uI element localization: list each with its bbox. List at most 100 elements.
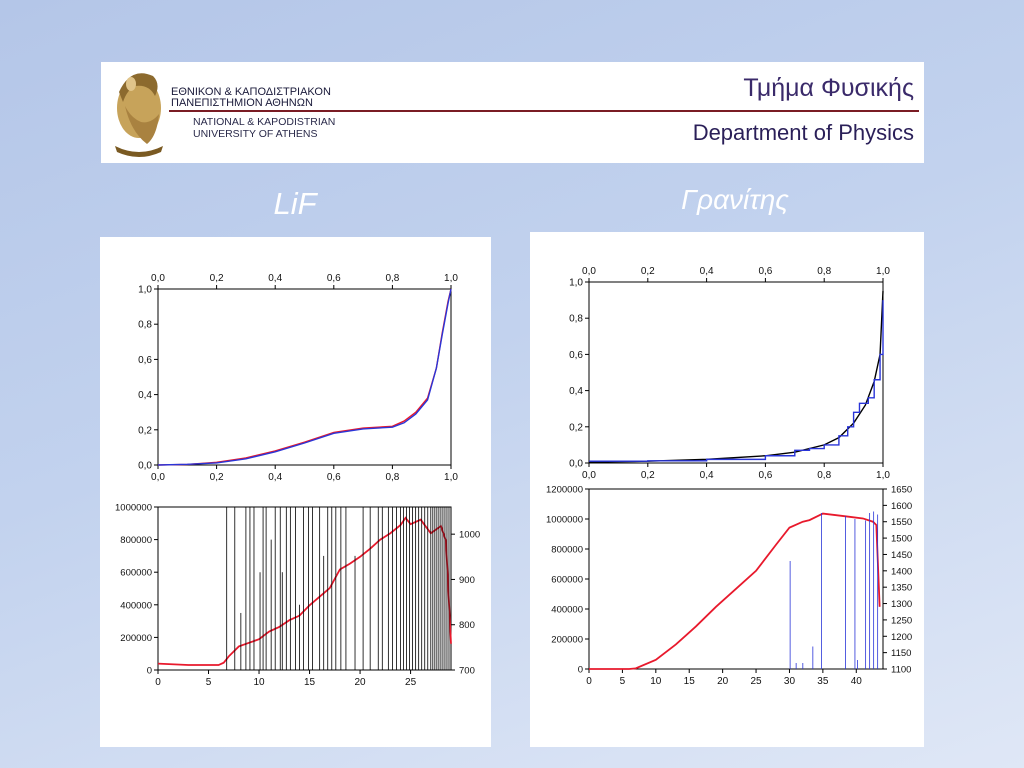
y-tick-label: 1000000 [115, 503, 152, 514]
x-top-tick-label: 0,2 [641, 266, 655, 277]
x-tick-label: 0 [155, 677, 161, 688]
lif-chart-panel: 0,0 0,0 0,2 0,2 0,4 0,4 0,6 0,6 0,8 0,8 1,0 1,0 0,0 0… [100, 237, 491, 747]
lif-panel-title: LiF [273, 186, 317, 221]
x-tick-label: 1,0 [444, 472, 458, 483]
y2-tick-label: 800 [459, 620, 475, 631]
plot-frame [157, 288, 452, 466]
granite-panel-title: Γρανίτης [681, 184, 789, 215]
english-university-line1: NATIONAL & KAPODISTRIAN [193, 116, 335, 128]
x-tick-label: 0,4 [268, 472, 282, 483]
x-top-tick-label: 0,4 [700, 266, 714, 277]
y2-tick-label: 1450 [891, 550, 912, 561]
english-university-line2: UNIVERSITY OF ATHENS [193, 128, 317, 140]
x-tick-label: 20 [355, 677, 367, 688]
x-tick-label: 1,0 [876, 470, 890, 481]
y2-tick-label: 1000 [459, 530, 480, 541]
x-tick-label: 0,0 [151, 472, 165, 483]
y-tick-label: 1000000 [546, 515, 583, 526]
y-tick-label: 1,0 [569, 278, 583, 289]
department-english: Department of Physics [693, 120, 914, 145]
x-top-tick-label: 0,6 [758, 266, 772, 277]
y2-tick-label: 1400 [891, 566, 912, 577]
y2-tick-label: 1100 [891, 665, 911, 676]
y-tick-label: 0,2 [569, 422, 583, 433]
x-top-tick-label: 0,6 [327, 273, 341, 284]
y2-tick-label: 1600 [891, 501, 912, 512]
y-tick-label: 0,8 [569, 314, 583, 325]
greek-university-line2: ΠΑΝΕΠΙΣΤΗΜΙΟΝ ΑΘΗΝΩΝ [171, 97, 313, 109]
y2-tick-label: 1300 [891, 599, 912, 610]
y-tick-label: 0,6 [569, 350, 583, 361]
x-top-tick-label: 0,0 [582, 266, 596, 277]
x-top-tick-label: 1,0 [876, 266, 890, 277]
y2-tick-label: 1350 [891, 583, 912, 594]
series-line-red [157, 516, 452, 666]
x-tick-label: 15 [684, 676, 696, 687]
y-tick-label: 400000 [551, 605, 583, 616]
y-tick-label: 600000 [120, 568, 152, 579]
athena-logo-icon [115, 73, 163, 157]
y-tick-label: 800000 [551, 545, 583, 556]
x-tick-label: 0,6 [327, 472, 341, 483]
y-tick-label: 200000 [551, 635, 583, 646]
x-top-tick-label: 0,0 [151, 273, 165, 284]
y-tick-label: 0,0 [569, 459, 583, 470]
y2-tick-label: 900 [459, 575, 475, 586]
series-line-red [589, 512, 881, 670]
x-top-tick-label: 0,8 [817, 266, 831, 277]
y-tick-label: 600000 [551, 575, 583, 586]
x-tick-label: 0,8 [385, 472, 399, 483]
header-banner: ΕΘΝΙΚΟΝ & ΚΑΠΟΔΙΣΤΡΙΑΚΟΝ ΠΑΝΕΠΙΣΤΗΜΙΟΝ Α… [101, 62, 924, 163]
y2-tick-label: 1500 [891, 534, 912, 545]
lif-charts: 0,00,00,20,20,40,40,60,60,80,81,01,00,00… [115, 273, 480, 688]
y2-tick-label: 700 [459, 666, 475, 677]
plot-frame [157, 506, 452, 671]
x-tick-label: 25 [750, 676, 762, 687]
series-line-blue [157, 288, 452, 466]
x-tick-label: 40 [851, 676, 863, 687]
x-top-tick-label: 1,0 [444, 273, 458, 284]
series-line-black [588, 291, 884, 463]
series-line-red [157, 288, 452, 466]
y2-tick-label: 1550 [891, 517, 912, 528]
y-tick-label: 0 [578, 665, 583, 676]
x-tick-label: 0,2 [641, 470, 655, 481]
y-tick-label: 0,0 [138, 461, 152, 472]
y2-tick-label: 1250 [891, 615, 912, 626]
x-tick-label: 10 [253, 677, 265, 688]
series-line-blue [589, 300, 884, 462]
x-tick-label: 5 [206, 677, 212, 688]
y-tick-label: 0,6 [138, 355, 152, 366]
department-greek: Τμήμα Φυσικής [743, 74, 914, 102]
granite-charts: 0,00,00,20,20,40,40,60,60,80,81,01,00,00… [546, 266, 912, 687]
spike-series-blue [789, 511, 879, 669]
x-top-tick-label: 0,8 [385, 273, 399, 284]
spike-series-black [226, 507, 450, 670]
y-tick-label: 400000 [120, 600, 152, 611]
x-tick-label: 25 [405, 677, 417, 688]
y-tick-label: 200000 [120, 633, 152, 644]
x-tick-label: 20 [717, 676, 729, 687]
x-tick-label: 30 [784, 676, 796, 687]
y-tick-label: 0,4 [138, 390, 152, 401]
x-top-tick-label: 0,4 [268, 273, 282, 284]
y2-tick-label: 1150 [891, 648, 911, 659]
greek-university-line1: ΕΘΝΙΚΟΝ & ΚΑΠΟΔΙΣΤΡΙΑΚΟΝ [171, 86, 331, 98]
y-tick-label: 800000 [120, 535, 152, 546]
y-tick-label: 0 [147, 666, 152, 677]
x-tick-label: 0 [586, 676, 592, 687]
x-tick-label: 10 [650, 676, 662, 687]
y-tick-label: 0,8 [138, 320, 152, 331]
x-tick-label: 5 [620, 676, 626, 687]
y2-tick-label: 1200 [891, 632, 912, 643]
y-tick-label: 1,0 [138, 285, 152, 296]
banner-svg: ΕΘΝΙΚΟΝ & ΚΑΠΟΔΙΣΤΡΙΑΚΟΝ ΠΑΝΕΠΙΣΤΗΜΙΟΝ Α… [115, 73, 919, 157]
x-tick-label: 0,6 [758, 470, 772, 481]
x-tick-label: 0,4 [700, 470, 714, 481]
x-tick-label: 0,8 [817, 470, 831, 481]
x-tick-label: 15 [304, 677, 316, 688]
y-tick-label: 0,4 [569, 386, 583, 397]
y-tick-label: 0,2 [138, 425, 152, 436]
x-tick-label: 0,2 [210, 472, 224, 483]
plot-frame [588, 281, 884, 464]
